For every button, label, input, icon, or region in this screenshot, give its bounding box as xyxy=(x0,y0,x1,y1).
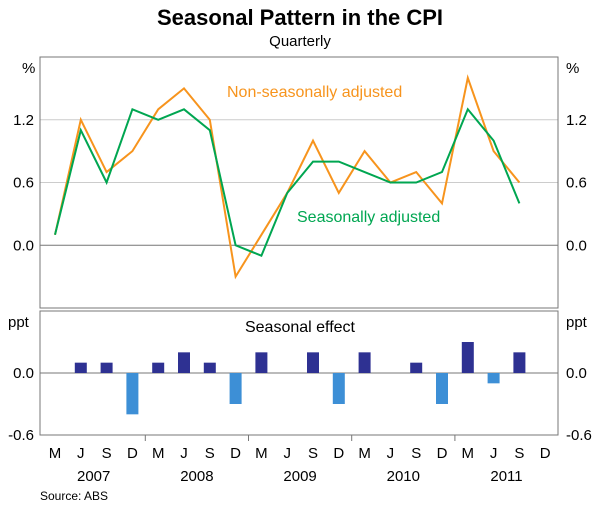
y-tick-label-left: 0.0 xyxy=(13,365,34,382)
left-unit-top: % xyxy=(22,60,35,77)
y-tick-label-right: 0.0 xyxy=(566,237,587,254)
x-tick-label: D xyxy=(437,445,448,462)
legend-nsa: Non-seasonally adjusted xyxy=(227,84,402,101)
right-unit-bottom: ppt xyxy=(566,314,588,331)
x-tick-label: M xyxy=(358,445,371,462)
bar xyxy=(74,362,87,373)
x-tick-label: D xyxy=(333,445,344,462)
bar xyxy=(229,373,242,404)
x-tick-label: D xyxy=(540,445,551,462)
bar xyxy=(203,362,216,373)
bar-panel-title: Seasonal effect xyxy=(245,319,356,336)
source-note: Source: ABS xyxy=(40,489,108,503)
chart-subtitle: Quarterly xyxy=(269,33,331,50)
bar xyxy=(307,352,319,373)
legend-sa: Seasonally adjusted xyxy=(297,209,440,226)
y-tick-label-right: 0.6 xyxy=(566,175,587,192)
bar xyxy=(100,362,113,373)
x-tick-label: J xyxy=(77,445,85,462)
bar xyxy=(178,352,190,373)
year-label: 2008 xyxy=(180,468,213,485)
bar xyxy=(487,373,500,384)
bar xyxy=(126,373,139,415)
bar xyxy=(513,352,526,373)
x-tick-label: S xyxy=(308,445,318,462)
y-tick-label-left: -0.6 xyxy=(8,427,34,444)
x-tick-label: S xyxy=(205,445,215,462)
x-tick-label: M xyxy=(255,445,268,462)
x-tick-label: S xyxy=(514,445,524,462)
nsa-line xyxy=(54,74,521,280)
bar xyxy=(358,352,371,373)
x-tick-label: S xyxy=(411,445,421,462)
bar xyxy=(410,362,423,373)
x-tick-label: M xyxy=(49,445,62,462)
x-tick-label: M xyxy=(152,445,165,462)
x-tick-label: S xyxy=(102,445,112,462)
top-panel-frame xyxy=(39,56,559,309)
x-tick-label: D xyxy=(230,445,241,462)
bar xyxy=(152,362,165,373)
x-tick-label: J xyxy=(180,445,188,462)
x-tick-label: D xyxy=(127,445,138,462)
sa-line xyxy=(54,107,521,258)
bar xyxy=(436,373,448,404)
x-tick-label: M xyxy=(462,445,475,462)
bar xyxy=(332,373,345,404)
y-tick-label-right: 1.2 xyxy=(566,112,587,129)
year-label: 2007 xyxy=(77,468,110,485)
y-tick-label-left: 0.6 xyxy=(13,175,34,192)
bottom-panel-frame xyxy=(39,310,559,436)
bar xyxy=(461,342,474,373)
year-label: 2010 xyxy=(387,468,420,485)
x-tick-label: J xyxy=(387,445,395,462)
year-label: 2009 xyxy=(283,468,316,485)
y-tick-label-left: 1.2 xyxy=(13,112,34,129)
right-unit-top: % xyxy=(566,60,579,77)
x-tick-label: J xyxy=(283,445,291,462)
y-tick-label-right: -0.6 xyxy=(566,427,592,444)
year-label: 2011 xyxy=(490,468,522,485)
bar xyxy=(255,352,268,373)
left-unit-bottom: ppt xyxy=(8,314,30,331)
y-tick-label-left: 0.0 xyxy=(13,237,34,254)
y-tick-label-right: 0.0 xyxy=(566,365,587,382)
x-tick-label: J xyxy=(490,445,498,462)
chart-title: Seasonal Pattern in the CPI xyxy=(157,5,443,30)
